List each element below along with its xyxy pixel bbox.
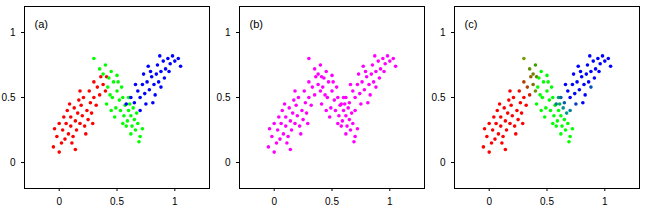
svg-text:1: 1 (602, 196, 608, 207)
svg-text:0: 0 (56, 196, 62, 207)
svg-text:0.5: 0.5 (110, 196, 124, 207)
svg-text:0.5: 0.5 (2, 92, 16, 103)
svg-text:0: 0 (440, 157, 446, 168)
svg-text:1: 1 (172, 196, 178, 207)
svg-text:0: 0 (486, 196, 492, 207)
svg-text:1: 1 (10, 27, 16, 38)
svg-text:0: 0 (271, 196, 277, 207)
svg-text:1: 1 (387, 196, 393, 207)
svg-text:0: 0 (10, 157, 16, 168)
svg-text:(c): (c) (465, 18, 478, 30)
svg-text:0.5: 0.5 (432, 92, 446, 103)
svg-text:0.5: 0.5 (540, 196, 554, 207)
svg-text:1: 1 (225, 27, 231, 38)
svg-text:(a): (a) (35, 18, 48, 30)
svg-text:1: 1 (440, 27, 446, 38)
svg-text:0.5: 0.5 (217, 92, 231, 103)
svg-text:0: 0 (225, 157, 231, 168)
svg-text:(b): (b) (250, 18, 263, 30)
svg-text:0.5: 0.5 (325, 196, 339, 207)
